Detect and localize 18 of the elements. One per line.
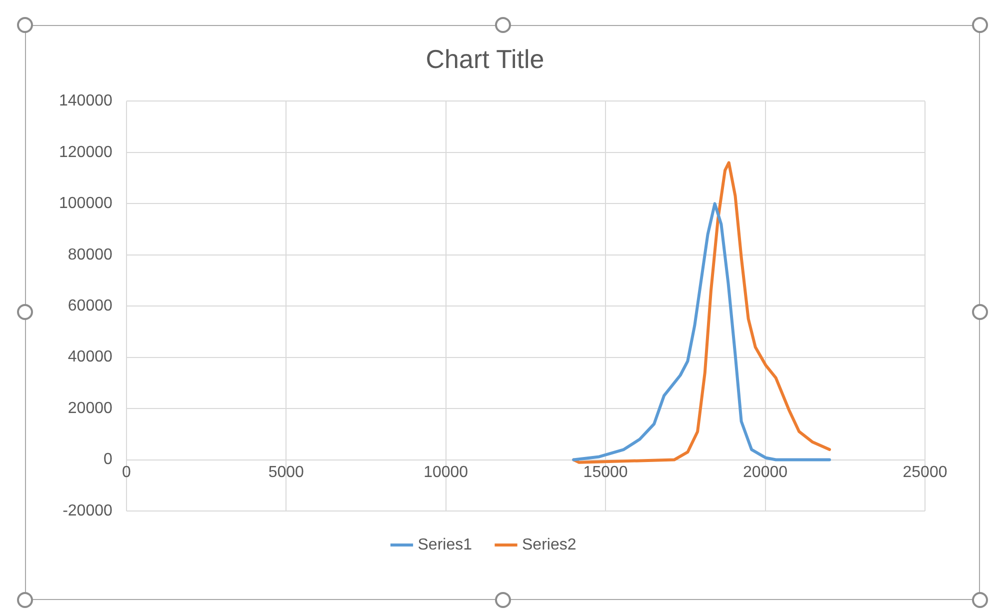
y-tick-label: 40000 (68, 348, 112, 366)
x-tick-label: 15000 (583, 464, 628, 481)
x-tick-label: 25000 (902, 464, 948, 481)
y-tick-label: 0 (103, 451, 112, 468)
y-tick-label: 20000 (68, 400, 112, 417)
y-tick-label: 80000 (68, 246, 112, 264)
y-tick-label: 120000 (59, 144, 112, 161)
chart-title: Chart Title (426, 44, 544, 74)
x-tick-label: 20000 (743, 464, 788, 481)
y-tick-label: 100000 (59, 195, 112, 212)
x-tick-label: 0 (122, 464, 131, 481)
legend-label: Series1 (418, 536, 472, 554)
x-tick-label: 10000 (424, 464, 468, 481)
y-tick-label: -20000 (62, 502, 112, 520)
x-tick-label: 5000 (268, 464, 304, 481)
y-tick-label: 140000 (59, 92, 112, 110)
legend-label: Series2 (522, 536, 576, 554)
y-tick-label: 60000 (68, 298, 112, 315)
